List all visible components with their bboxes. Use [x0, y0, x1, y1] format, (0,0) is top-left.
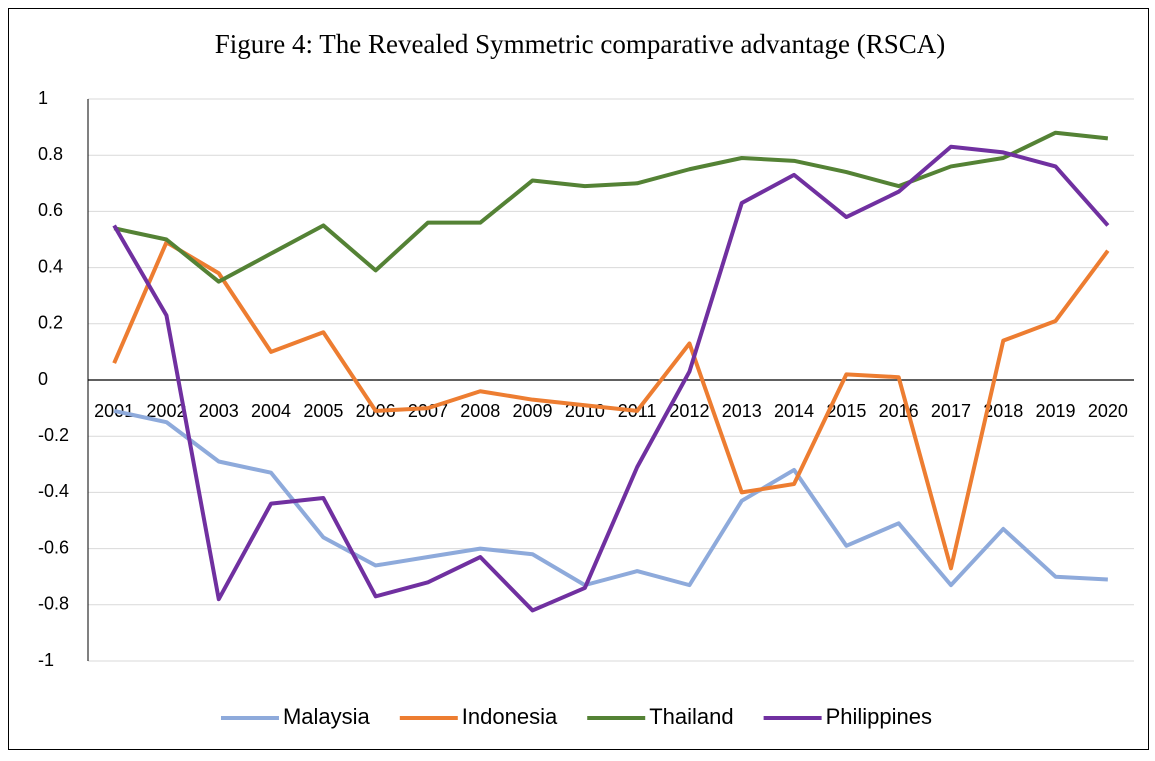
x-tick-label: 2018 [983, 401, 1023, 421]
y-tick-label: -1 [38, 650, 54, 670]
chart-title: Figure 4: The Revealed Symmetric compara… [215, 29, 946, 59]
legend-label: Malaysia [283, 704, 371, 729]
x-tick-label: 2008 [460, 401, 500, 421]
legend-label: Indonesia [462, 704, 558, 729]
series-line [112, 240, 1110, 571]
legend-label: Thailand [649, 704, 733, 729]
y-tick-label: 0.6 [38, 200, 63, 220]
x-tick-label: 2012 [669, 401, 709, 421]
y-tick-label: -0.8 [38, 594, 69, 614]
x-tick-label: 2005 [303, 401, 343, 421]
x-tick-label: 2014 [774, 401, 814, 421]
y-tick-label: 0 [38, 369, 48, 389]
x-tick-label: 2002 [146, 401, 186, 421]
x-tick-label: 2019 [1036, 401, 1076, 421]
series-line [112, 144, 1110, 613]
series-line [113, 130, 1109, 284]
y-tick-label: 0.4 [38, 256, 63, 276]
x-tick-label: 2016 [879, 401, 919, 421]
x-tick-label: 2001 [94, 401, 134, 421]
x-tick-label: 2017 [931, 401, 971, 421]
x-tick-label: 2020 [1088, 401, 1128, 421]
x-tick-label: 2009 [513, 401, 553, 421]
y-tick-label: -0.4 [38, 481, 69, 501]
y-tick-label: 0.2 [38, 313, 63, 333]
series-line [113, 408, 1108, 588]
y-tick-label: -0.6 [38, 537, 69, 557]
x-tick-label: 2015 [826, 401, 866, 421]
frame [8, 8, 1149, 750]
x-tick-label: 2004 [251, 401, 291, 421]
y-tick-label: 1 [38, 88, 48, 108]
x-tick-label: 2003 [199, 401, 239, 421]
x-tick-label: 2013 [722, 401, 762, 421]
y-tick-label: -0.2 [38, 425, 69, 445]
y-tick-label: 0.8 [38, 144, 63, 164]
legend-label: Philippines [826, 704, 932, 729]
